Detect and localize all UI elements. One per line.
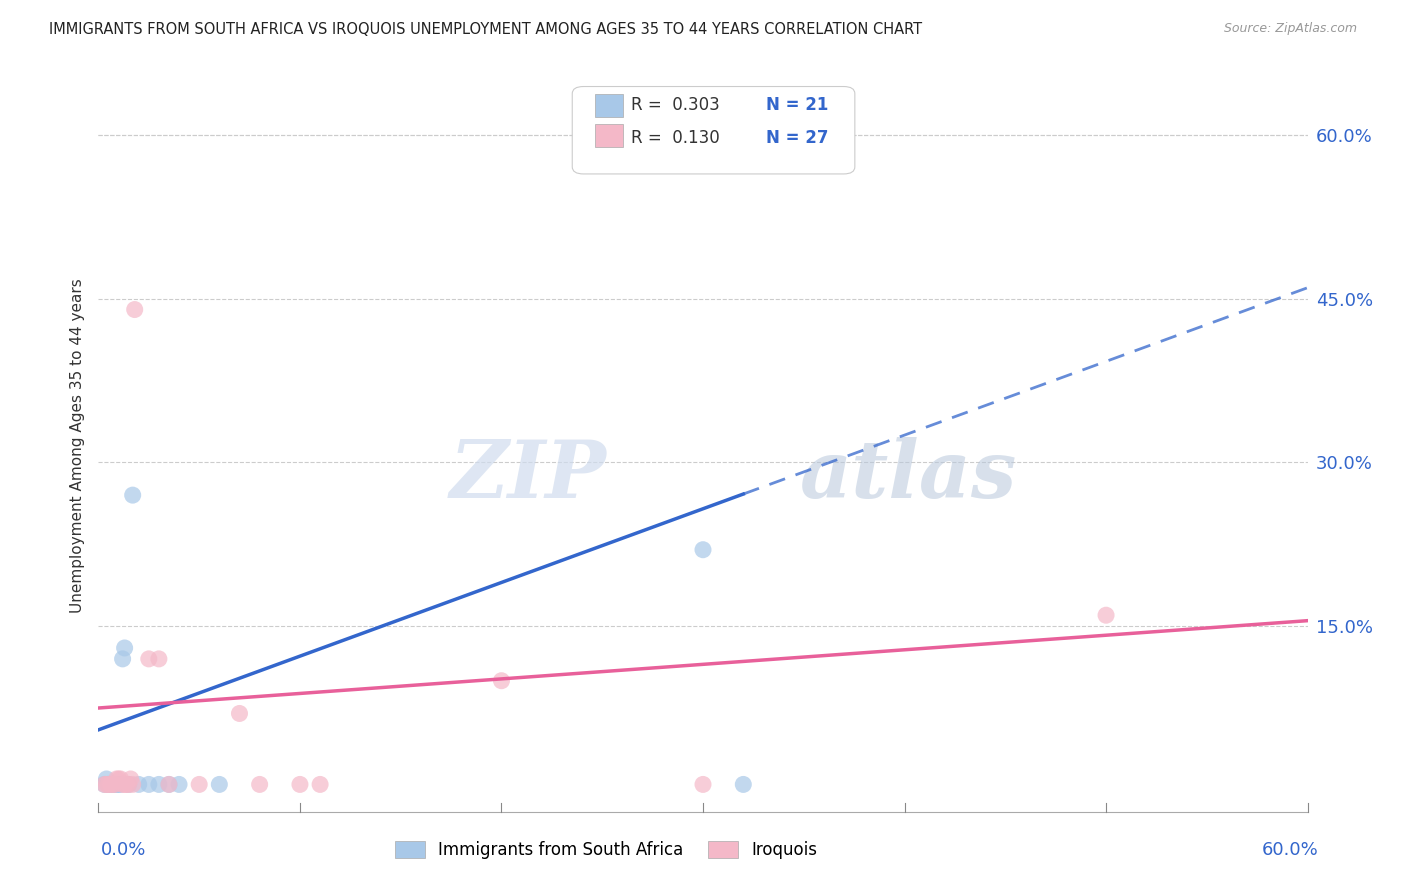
Point bbox=[107, 777, 129, 791]
Point bbox=[124, 302, 146, 317]
Point bbox=[121, 488, 143, 502]
Point bbox=[208, 777, 231, 791]
Point bbox=[188, 777, 211, 791]
Point bbox=[138, 777, 160, 791]
Text: R =  0.130: R = 0.130 bbox=[631, 129, 720, 147]
Text: atlas: atlas bbox=[800, 436, 1017, 514]
Point bbox=[692, 542, 714, 557]
Point bbox=[105, 777, 128, 791]
Point bbox=[96, 777, 118, 791]
Y-axis label: Unemployment Among Ages 35 to 44 years: Unemployment Among Ages 35 to 44 years bbox=[69, 278, 84, 614]
Point bbox=[309, 777, 332, 791]
Point bbox=[118, 777, 141, 791]
Point bbox=[115, 777, 138, 791]
Point bbox=[491, 673, 513, 688]
Text: Source: ZipAtlas.com: Source: ZipAtlas.com bbox=[1223, 22, 1357, 36]
Point bbox=[97, 777, 120, 791]
Point bbox=[120, 772, 142, 786]
Point bbox=[103, 777, 125, 791]
Point bbox=[100, 777, 122, 791]
Point bbox=[110, 772, 132, 786]
Point bbox=[96, 772, 118, 786]
Point bbox=[111, 777, 134, 791]
Point bbox=[157, 777, 180, 791]
Point bbox=[110, 777, 132, 791]
Point bbox=[114, 777, 136, 791]
Point bbox=[148, 777, 170, 791]
Text: N = 21: N = 21 bbox=[766, 96, 828, 114]
Text: R =  0.303: R = 0.303 bbox=[631, 96, 720, 114]
Point bbox=[107, 772, 129, 786]
Point bbox=[118, 777, 141, 791]
Point bbox=[101, 777, 124, 791]
Point bbox=[249, 777, 271, 791]
Point bbox=[114, 640, 136, 655]
Point bbox=[100, 777, 122, 791]
Point bbox=[128, 777, 150, 791]
Point bbox=[288, 777, 311, 791]
Text: 60.0%: 60.0% bbox=[1263, 840, 1319, 858]
Text: ZIP: ZIP bbox=[450, 436, 606, 514]
Point bbox=[138, 652, 160, 666]
Text: 0.0%: 0.0% bbox=[101, 840, 146, 858]
Point bbox=[733, 777, 755, 791]
Point bbox=[93, 777, 115, 791]
Point bbox=[228, 706, 250, 721]
Point bbox=[692, 777, 714, 791]
Point bbox=[121, 777, 143, 791]
Point bbox=[157, 777, 180, 791]
Text: N = 27: N = 27 bbox=[766, 129, 828, 147]
Point bbox=[167, 777, 190, 791]
Point bbox=[105, 772, 128, 786]
Point bbox=[97, 777, 120, 791]
Point bbox=[101, 777, 124, 791]
Legend: Immigrants from South Africa, Iroquois: Immigrants from South Africa, Iroquois bbox=[388, 834, 824, 865]
Point bbox=[93, 777, 115, 791]
Point bbox=[148, 652, 170, 666]
Point bbox=[103, 777, 125, 791]
Point bbox=[1095, 608, 1118, 623]
Text: IMMIGRANTS FROM SOUTH AFRICA VS IROQUOIS UNEMPLOYMENT AMONG AGES 35 TO 44 YEARS : IMMIGRANTS FROM SOUTH AFRICA VS IROQUOIS… bbox=[49, 22, 922, 37]
Point bbox=[111, 652, 134, 666]
